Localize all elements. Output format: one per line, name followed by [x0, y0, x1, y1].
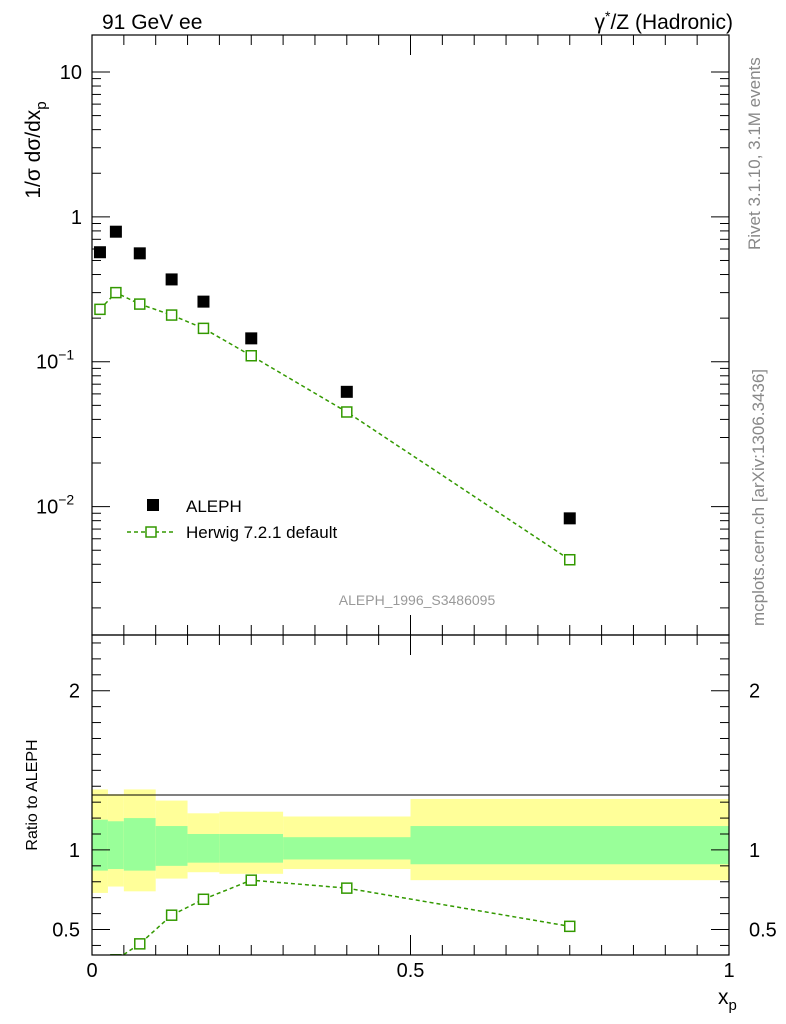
main-axis-ticks: 10 1 10−1 10−2 — [36, 35, 730, 635]
ratio-x-tick-label: 0 — [86, 960, 97, 982]
ratio-band-green — [410, 826, 729, 865]
header-left: 91 GeV ee — [102, 11, 202, 34]
ratio-y-tick-label-right: 2 — [749, 681, 760, 703]
ratio-band-green — [107, 821, 124, 870]
ratio-herwig-point — [165, 909, 178, 921]
ratio-frame — [91, 634, 730, 956]
ratio-herwig-point — [245, 874, 257, 886]
ratio-herwig-point — [564, 920, 576, 933]
legend-marker-herwig — [145, 526, 157, 538]
analysis-watermark: ALEPH_1996_S3486095 — [339, 592, 496, 608]
aleph-point — [165, 273, 178, 286]
ratio-herwig-point — [110, 954, 122, 955]
herwig-line — [99, 291, 571, 561]
legend-label-aleph: ALEPH — [186, 497, 242, 516]
aleph-point — [245, 332, 258, 345]
ratio-x-tick-label: 0.5 — [397, 960, 425, 982]
legend: ALEPH Herwig 7.2.1 default — [127, 497, 337, 542]
herwig-point — [341, 406, 353, 418]
aleph-point — [563, 512, 576, 525]
ratio-y-label: Ratio to ALEPH — [24, 739, 41, 850]
ratio-band-green — [123, 818, 156, 871]
ratio-x-label: xp — [718, 986, 737, 1014]
ratio-series-layer — [110, 874, 576, 955]
ratio-y-tick-label: 2 — [69, 681, 80, 703]
aleph-point — [133, 247, 146, 260]
ratio-y-tick-label-right: 1 — [749, 840, 760, 862]
herwig-point — [165, 309, 178, 321]
ratio-y-tick-label: 1 — [69, 840, 80, 862]
herwig-point — [94, 303, 106, 316]
ratio-band-green — [187, 834, 220, 863]
main-y-label: 1/σ dσ/dxp — [22, 101, 50, 198]
ratio-band-green — [92, 819, 108, 871]
ratio-herwig-point — [134, 938, 146, 950]
ratio-band-green — [155, 826, 188, 866]
herwig-point — [245, 349, 257, 362]
ratio-series-clipped — [110, 874, 576, 955]
ratio-y-tick-label: 0.5 — [52, 920, 80, 942]
header-right: γ*/Z (Hadronic) — [595, 8, 733, 34]
main-y-tick-label: 10 — [60, 62, 82, 84]
aleph-point — [340, 385, 353, 398]
mcplots-label: mcplots.cern.ch [arXiv:1306.3436] — [749, 369, 768, 626]
ratio-herwig-point — [197, 893, 210, 906]
main-y-tick-label: 10−2 — [36, 492, 74, 519]
rivet-label: Rivet 3.1.10, 3.1M events — [745, 57, 764, 250]
ratio-x-tick-label: 1 — [723, 960, 734, 982]
herwig-point — [110, 286, 122, 299]
aleph-point — [109, 225, 122, 238]
ratio-bands — [92, 789, 729, 893]
ratio-band-green — [283, 837, 411, 860]
main-y-tick-label: 1 — [71, 207, 82, 229]
herwig-point — [134, 298, 146, 310]
herwig-point — [197, 322, 210, 335]
main-panel: ALEPH_1996_S3486095 10 1 10−1 10−2 1/σ dσ/d… — [22, 34, 730, 636]
aleph-point — [93, 246, 106, 259]
ratio-herwig-point — [341, 882, 353, 894]
main-y-tick-label: 10−1 — [36, 347, 74, 374]
herwig-point — [564, 553, 576, 566]
ratio-axis-ticks: 0.5 0.5 1 1 2 2 0 0.5 1 — [52, 635, 777, 982]
ratio-y-tick-label-right: 0.5 — [749, 920, 777, 942]
ratio-panel: 0.5 0.5 1 1 2 2 0 0.5 1 Ratio to ALEPH xp — [24, 634, 777, 1014]
main-series-layer — [93, 225, 576, 566]
ratio-herwig-line — [121, 879, 570, 955]
aleph-point — [197, 295, 210, 308]
legend-marker-aleph — [147, 499, 159, 511]
legend-label-herwig: Herwig 7.2.1 default — [186, 523, 337, 542]
ratio-band-green — [219, 834, 284, 863]
main-frame — [91, 34, 730, 636]
